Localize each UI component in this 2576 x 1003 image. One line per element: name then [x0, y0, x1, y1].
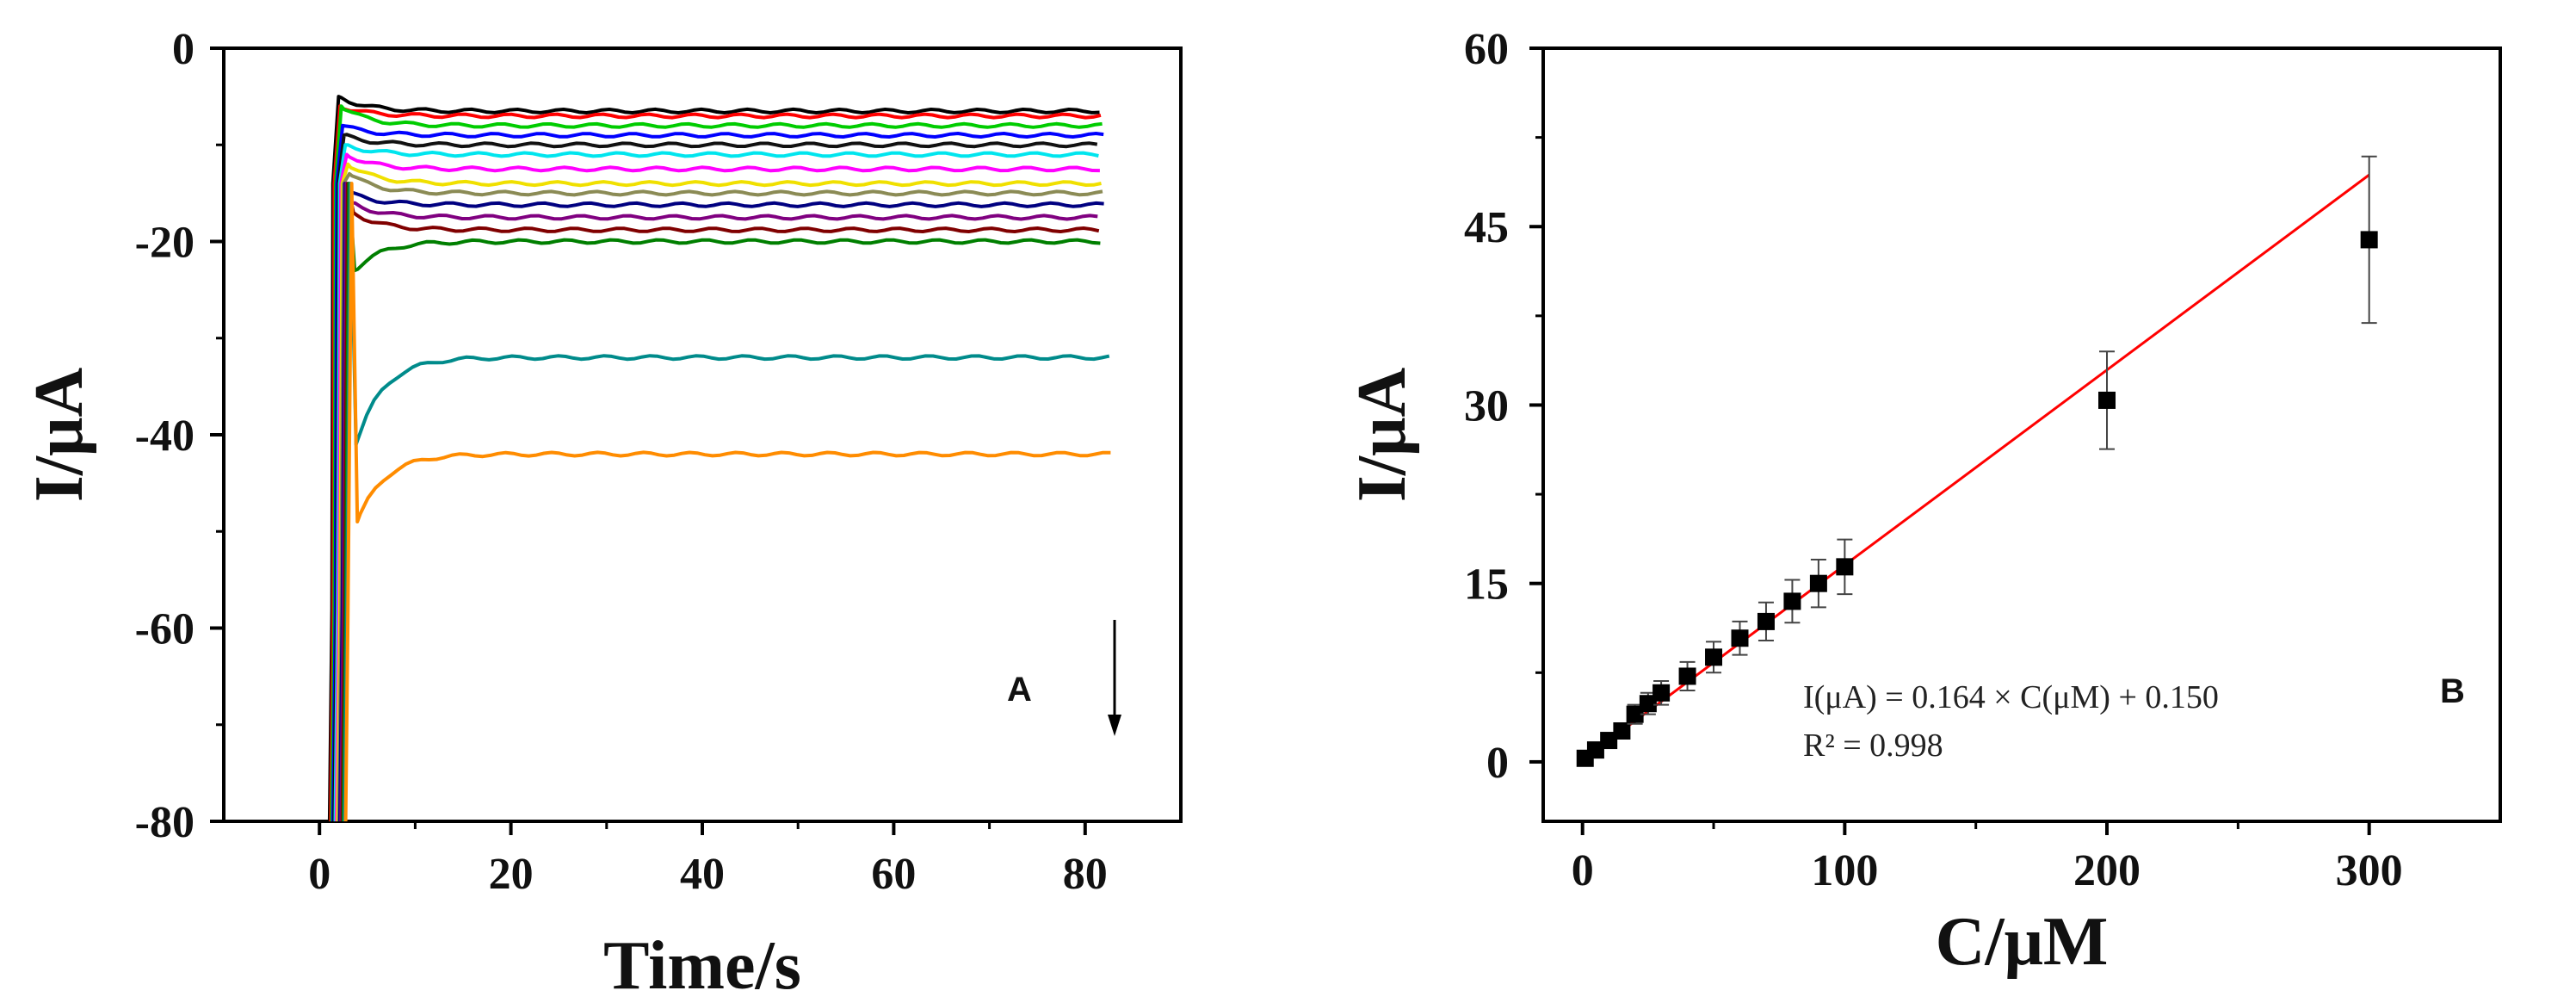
panel-b-fit-layer	[1581, 173, 2370, 762]
panel-a-x-tick-label: 40	[680, 850, 725, 899]
panel-b-data-point	[1836, 558, 1854, 576]
panel-b-data-point	[1586, 741, 1604, 759]
panel-a-series-line-4	[330, 123, 1104, 822]
panel-b-fit-line	[1581, 173, 2370, 762]
panel-b: 0 100 200 300 0 15 30 45 60 C/μM I/μA I(μA) = 0.…	[1344, 25, 2502, 980]
panel-a-series-line-12	[340, 182, 1100, 822]
panel-b-data-point	[1600, 732, 1618, 750]
panel-a-x-tick-label: 20	[489, 850, 534, 899]
panel-b-x-tick-label: 100	[1811, 846, 1878, 895]
panel-a-series-line-14	[343, 182, 1110, 822]
panel-a-series-line-11	[339, 182, 1098, 822]
panel-a-down-arrow	[1108, 620, 1121, 736]
panel-a-series-line-10	[337, 182, 1104, 822]
panel-a-y-tick-label: -60	[135, 605, 195, 654]
fit-equation: I(μA) = 0.164 × C(μM) + 0.150	[1803, 679, 2219, 715]
panel-a-series-line-5	[332, 133, 1098, 822]
panel-b-points	[1576, 155, 2378, 767]
panel-a-series-line-1	[327, 95, 1100, 822]
panel-b-letter: B	[2440, 672, 2465, 710]
panel-a-series-line-7	[334, 152, 1100, 822]
panel-a-y-tick-label: -80	[135, 798, 195, 847]
panel-b-plot-frame	[1541, 46, 2502, 823]
panel-b-x-tick-label: 0	[1572, 846, 1594, 895]
panel-a: 0 20 40 60 80 0 -20 -40 -60 -80 Time/s I/μA A	[22, 25, 1183, 1003]
panel-b-x-axis-title: C/μM	[1936, 904, 2109, 980]
panel-b-data-point	[2098, 391, 2116, 409]
panel-b-data-point	[1652, 684, 1671, 702]
panel-a-series-line-6	[333, 143, 1099, 822]
panel-b-data-point	[1757, 612, 1775, 630]
panel-b-y-tick-label: 30	[1464, 381, 1509, 430]
panel-b-data-point	[1639, 695, 1657, 713]
panel-b-data-point	[1705, 648, 1723, 666]
panel-a-y-tick-label: -40	[135, 412, 195, 461]
r-squared: R² = 0.998	[1803, 727, 1943, 764]
panel-a-letter: A	[1007, 671, 1032, 709]
panel-b-y-axis-title: I/μA	[1344, 368, 1420, 503]
panel-a-series-line-2	[329, 104, 1102, 822]
panel-b-data-point	[1783, 592, 1801, 610]
panel-b-y-tick-label: 45	[1464, 203, 1509, 252]
panel-a-x-tick-label: 80	[1063, 850, 1108, 899]
panel-b-x-tick-label: 200	[2073, 846, 2140, 895]
panel-a-series	[327, 95, 1111, 822]
panel-b-data-point	[1613, 722, 1631, 740]
panel-b-ticks: 0 100 200 300 0 15 30 45 60	[1464, 25, 2403, 895]
panel-a-ticks: 0 20 40 60 80 0 -20 -40 -60 -80	[135, 25, 1108, 899]
panel-b-data-point	[1731, 629, 1749, 647]
panel-a-y-tick-label: 0	[172, 25, 195, 74]
panel-a-series-line-9	[337, 171, 1103, 822]
panel-a-plot-frame	[222, 46, 1183, 823]
panel-a-y-tick-label: -20	[135, 219, 195, 268]
panel-a-series-line-13	[341, 182, 1101, 822]
panel-a-x-tick-label: 60	[871, 850, 916, 899]
panel-a-series-line-8	[336, 162, 1102, 822]
panel-b-x-tick-label: 300	[2336, 846, 2403, 895]
panel-b-data-point	[2360, 231, 2378, 249]
panel-a-y-axis-title: I/μA	[22, 368, 97, 503]
panel-a-series-line-3	[330, 104, 1103, 822]
panel-b-data-point	[1626, 705, 1644, 723]
panel-b-data-point	[1809, 574, 1827, 592]
panel-a-series-line-15	[343, 182, 1111, 822]
panel-b-y-tick-label: 60	[1464, 25, 1509, 74]
panel-b-y-tick-label: 15	[1464, 560, 1509, 610]
panel-b-y-tick-label: 0	[1486, 739, 1509, 788]
panel-a-x-tick-label: 0	[308, 850, 330, 899]
panel-b-data-point	[1678, 667, 1696, 685]
panel-a-x-axis-title: Time/s	[603, 928, 801, 1003]
